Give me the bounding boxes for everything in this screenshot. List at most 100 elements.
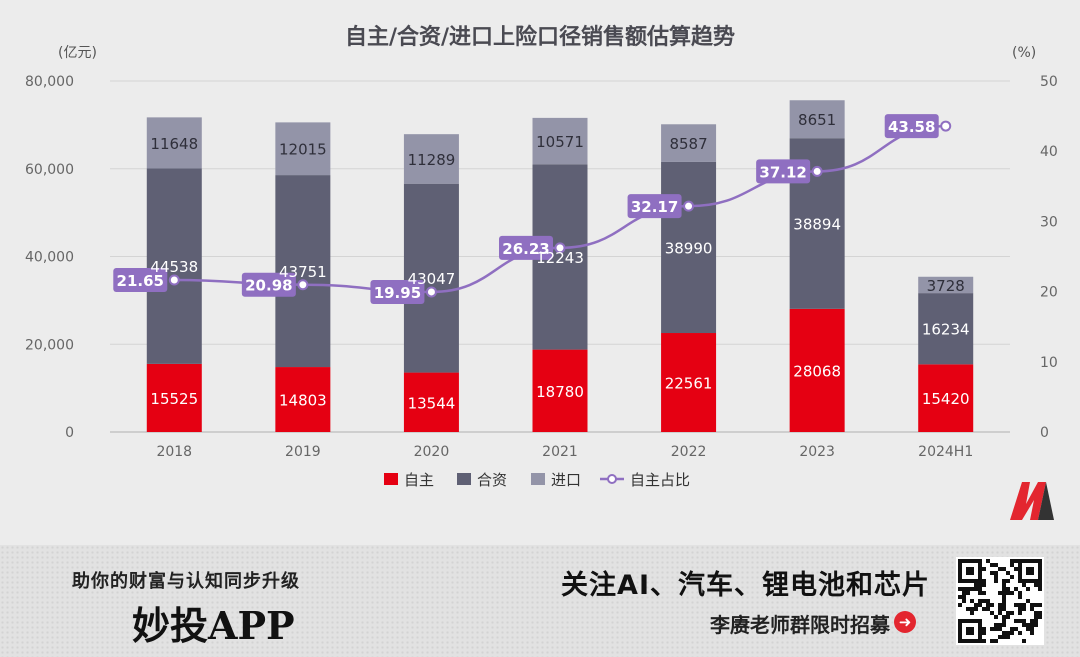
- qr-module: [970, 607, 974, 611]
- chart-svg: 自主/合资/进口上险口径销售额估算趋势 (亿元) (%) 0 20,000 40,0…: [25, 24, 1058, 489]
- qr-module: [962, 599, 966, 603]
- qr-module: [958, 587, 962, 591]
- share-label-box: [241, 272, 296, 297]
- bar-import: [789, 100, 845, 139]
- qr-module: [1006, 615, 1010, 619]
- legend-layer: 自主 合资 进口 自主占比: [384, 471, 690, 489]
- qr-module: [986, 599, 990, 603]
- qr-module: [978, 587, 982, 591]
- app-name[interactable]: 妙投APP: [132, 603, 295, 648]
- qr-finder: [958, 619, 982, 643]
- bar-data-label: 11648: [150, 135, 198, 153]
- qr-module: [1014, 603, 1018, 607]
- qr-module: [1034, 611, 1038, 615]
- qr-module: [990, 563, 994, 567]
- qr-finder: [958, 559, 982, 583]
- arrow-right-icon[interactable]: ➜: [894, 611, 916, 633]
- qr-module: [1030, 631, 1034, 635]
- qr-module: [974, 583, 978, 587]
- qr-module: [998, 607, 1002, 611]
- share-point: [554, 242, 566, 254]
- qr-module: [1010, 559, 1014, 563]
- bar-import: [532, 117, 588, 165]
- slogan: 助你的财富与认知同步升级: [72, 571, 300, 592]
- qr-module: [994, 627, 998, 631]
- recruit-text[interactable]: 李赓老师群限时招募: [710, 609, 918, 638]
- bar-data-label: 43047: [408, 270, 456, 288]
- legend-label: 自主占比: [630, 471, 690, 489]
- qr-module: [1002, 583, 1006, 587]
- bar-data-label: 13544: [408, 394, 456, 412]
- bar-data-label: 38990: [665, 239, 713, 257]
- qr-module: [1022, 583, 1026, 587]
- share-data-label: 21.65: [117, 272, 164, 290]
- qr-module: [1038, 583, 1042, 587]
- qr-module: [1014, 619, 1018, 623]
- bar-own-brand: [403, 372, 459, 432]
- qr-module: [1030, 627, 1034, 631]
- bar-joint-venture: [275, 175, 331, 368]
- share-label-box: [756, 159, 811, 184]
- legend-label: 合资: [477, 471, 507, 489]
- qr-module: [1018, 631, 1022, 635]
- qr-module: [978, 591, 982, 595]
- qr-module: [1018, 603, 1022, 607]
- qr-finder: [1018, 559, 1042, 583]
- qr-module: [1002, 619, 1006, 623]
- qr-module: [1030, 619, 1034, 623]
- qr-module: [1026, 627, 1030, 631]
- bar-import: [403, 134, 459, 184]
- qr-module: [1006, 635, 1010, 639]
- qr-module: [1034, 619, 1038, 623]
- qr-module: [1018, 619, 1022, 623]
- qr-module: [986, 603, 990, 607]
- qr-module: [986, 559, 990, 563]
- qr-module: [1014, 567, 1018, 571]
- qr-module: [998, 623, 1002, 627]
- qr-module: [1022, 639, 1026, 643]
- qr-module: [1010, 627, 1014, 631]
- qr-module: [998, 567, 1002, 571]
- share-data-label: 32.17: [631, 198, 678, 216]
- y-right-tick-label: 30: [1040, 214, 1058, 230]
- bar-joint-venture: [918, 293, 974, 365]
- qr-module: [1010, 563, 1014, 567]
- qr-module: [998, 603, 1002, 607]
- qr-module: [990, 611, 994, 615]
- qr-code-icon[interactable]: [956, 557, 1044, 645]
- qr-module: [970, 611, 974, 615]
- qr-module: [982, 639, 986, 643]
- share-label-box: [113, 268, 168, 293]
- qr-module: [1030, 603, 1034, 607]
- qr-module: [982, 631, 986, 635]
- bar-own-brand: [146, 363, 202, 432]
- share-data-label: 43.58: [888, 118, 935, 136]
- y-left-tick-label: 60,000: [25, 162, 74, 178]
- x-tick-label: 2018: [156, 444, 192, 460]
- bar-data-label: 38894: [793, 216, 841, 234]
- qr-module: [982, 607, 986, 611]
- qr-module: [1030, 607, 1034, 611]
- qr-module: [982, 579, 986, 583]
- qr-module: [994, 639, 998, 643]
- x-tick-label: 2023: [799, 444, 835, 460]
- qr-module: [1006, 591, 1010, 595]
- x-tick-label: 2019: [285, 444, 321, 460]
- bar-data-label: 18780: [536, 383, 584, 401]
- share-label-box: [884, 114, 939, 139]
- qr-module: [958, 603, 962, 607]
- qr-module: [978, 603, 982, 607]
- qr-module: [994, 563, 998, 567]
- qr-module: [982, 627, 986, 631]
- line-layer: 21.65 20.98 19.95 26.23 32.17 37.12 43.58: [113, 114, 952, 304]
- bar-data-label: 16234: [922, 321, 970, 339]
- x-tick-label: 2022: [671, 444, 707, 460]
- bar-data-label: 8651: [798, 111, 836, 129]
- brand-logo-icon: [1010, 482, 1054, 520]
- qr-module: [990, 571, 994, 575]
- bar-import: [146, 117, 202, 169]
- qr-module: [998, 635, 1002, 639]
- qr-module: [1038, 611, 1042, 615]
- qr-module: [1002, 607, 1006, 611]
- qr-module: [1018, 591, 1022, 595]
